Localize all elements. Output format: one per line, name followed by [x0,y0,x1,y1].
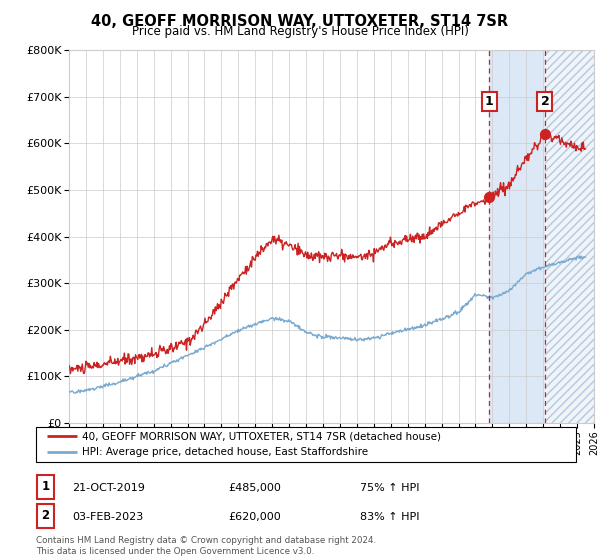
Text: HPI: Average price, detached house, East Staffordshire: HPI: Average price, detached house, East… [82,447,368,458]
Text: 40, GEOFF MORRISON WAY, UTTOXETER, ST14 7SR: 40, GEOFF MORRISON WAY, UTTOXETER, ST14 … [91,14,509,29]
Text: £620,000: £620,000 [228,512,281,522]
Text: 03-FEB-2023: 03-FEB-2023 [72,512,143,522]
Text: 21-OCT-2019: 21-OCT-2019 [72,483,145,493]
Text: 1: 1 [485,95,493,108]
Bar [489,50,545,423]
Text: 83% ↑ HPI: 83% ↑ HPI [360,512,419,522]
Bar [545,50,594,423]
Text: 2: 2 [41,509,50,522]
Text: 40, GEOFF MORRISON WAY, UTTOXETER, ST14 7SR (detached house): 40, GEOFF MORRISON WAY, UTTOXETER, ST14 … [82,431,441,441]
Text: 75% ↑ HPI: 75% ↑ HPI [360,483,419,493]
Text: Price paid vs. HM Land Registry's House Price Index (HPI): Price paid vs. HM Land Registry's House … [131,25,469,38]
Text: £485,000: £485,000 [228,483,281,493]
Bar [545,50,594,423]
Text: 2: 2 [541,95,549,108]
Text: Contains HM Land Registry data © Crown copyright and database right 2024.
This d: Contains HM Land Registry data © Crown c… [36,536,376,556]
Text: 1: 1 [41,480,50,493]
